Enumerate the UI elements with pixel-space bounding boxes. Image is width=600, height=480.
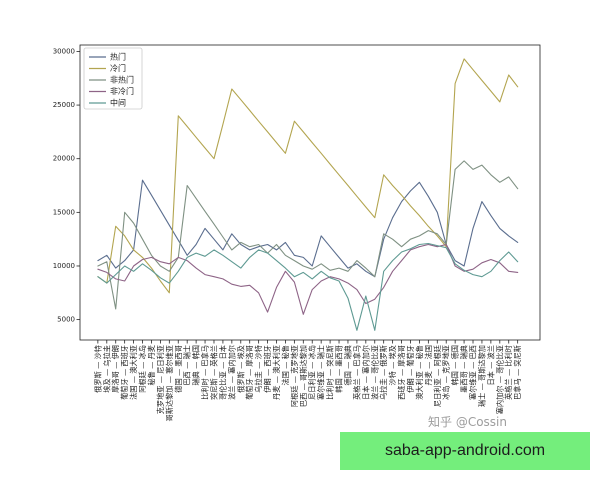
watermark-text: 知乎 @Cossin xyxy=(428,415,507,429)
legend-item: 中间 xyxy=(89,98,126,108)
x-tick-label: 德国 — 瑞典 xyxy=(344,345,353,386)
x-tick-label: 墨西哥 — 瑞典 xyxy=(460,345,469,393)
x-tick-label: 塞尔维亚 — 巴西 xyxy=(469,345,478,400)
x-tick-label: 英格兰 — 比利时 xyxy=(504,345,513,400)
banner-link-text[interactable]: saba-app-android.com xyxy=(384,442,546,459)
y-tick-label: 20000 xyxy=(53,155,75,163)
x-tick-label: 冰岛 — 克罗地亚 xyxy=(442,345,451,400)
x-tick-label: 塞内加尔 — 哥伦比亚 xyxy=(495,345,504,414)
x-tick-label: 巴拿马 — 突尼斯 xyxy=(513,345,522,400)
series-line-3 xyxy=(97,160,519,310)
x-tick-label: 阿根廷 — 克罗地亚 xyxy=(290,345,299,407)
series-line-2 xyxy=(97,58,519,294)
x-axis: 俄罗斯 — 沙特 埃及 — 乌拉圭 摩洛哥 — 伊朗 葡萄牙 — 西班牙 法国 — 澳大… xyxy=(93,340,522,421)
legend-item: 非热门 xyxy=(89,75,134,85)
x-tick-label: 伊朗 — 葡萄牙 xyxy=(406,345,415,393)
x-tick-label: 尼日利亚 — 阿根廷 xyxy=(433,345,442,407)
x-tick-label: 乌拉圭 — 俄罗斯 xyxy=(379,345,388,400)
x-tick-label: 波兰 — 哥伦比亚 xyxy=(370,345,379,400)
x-tick-label: 韩国 — 德国 xyxy=(451,345,460,386)
legend-label: 冷门 xyxy=(110,63,126,73)
x-tick-label: 瑞典 — 韩国 xyxy=(192,345,201,386)
x-tick-label: 尼日利亚 — 冰岛 xyxy=(308,345,317,400)
y-axis: 5000 10000 15000 20000 25000 30000 xyxy=(53,47,80,324)
x-tick-label: 巴西 — 瑞士 xyxy=(183,345,192,386)
x-tick-label: 韩国 — 墨西哥 xyxy=(335,345,344,393)
series-line-5 xyxy=(97,242,519,331)
x-tick-label: 克罗地亚 — 尼日利亚 xyxy=(156,345,165,414)
legend-item: 冷门 xyxy=(89,63,126,73)
x-tick-label: 丹麦 — 澳大利亚 xyxy=(272,345,281,400)
x-tick-label: 德国 — 墨西哥 xyxy=(174,345,183,393)
x-tick-label: 澳大利亚 — 秘鲁 xyxy=(415,345,424,400)
legend-item: 热门 xyxy=(89,52,126,62)
x-tick-label: 阿根廷 — 冰岛 xyxy=(138,345,147,393)
legend-label: 热门 xyxy=(110,52,126,62)
y-tick-label: 10000 xyxy=(53,262,75,270)
x-tick-label: 伊朗 — 西班牙 xyxy=(263,345,272,393)
x-tick-label: 英格兰 — 巴拿马 xyxy=(352,345,361,400)
x-tick-label: 比利时 — 巴拿马 xyxy=(201,345,210,400)
legend-label: 中间 xyxy=(110,98,126,108)
x-tick-label: 瑞士 — 哥斯达黎加 xyxy=(477,345,486,407)
x-tick-label: 法国 — 澳大利亚 xyxy=(129,345,138,400)
legend-item: 非冷门 xyxy=(89,86,134,96)
ad-banner[interactable]: saba-app-android.com xyxy=(340,432,590,470)
x-tick-label: 西班牙 — 摩洛哥 xyxy=(397,345,406,400)
x-tick-label: 葡萄牙 — 摩洛哥 xyxy=(245,345,254,400)
x-tick-label: 巴西 — 哥斯达黎加 xyxy=(299,345,308,407)
x-tick-label: 日本 — 塞内加尔 xyxy=(361,345,370,400)
x-tick-label: 日本 — 波兰 xyxy=(486,345,495,386)
y-tick-label: 15000 xyxy=(53,208,75,216)
x-tick-label: 比利时 — 突尼斯 xyxy=(326,345,335,400)
series-lines xyxy=(97,58,519,331)
x-tick-label: 秘鲁 — 丹麦 xyxy=(147,345,156,386)
legend-box xyxy=(83,47,143,110)
x-tick-label: 哥斯达黎加 — 塞尔维亚 xyxy=(165,345,174,421)
x-tick-label: 摩洛哥 — 伊朗 xyxy=(111,345,120,393)
x-tick-label: 突尼斯 — 英格兰 xyxy=(210,345,219,400)
x-tick-label: 俄罗斯 — 埃及 xyxy=(236,345,245,393)
y-tick-label: 5000 xyxy=(57,316,75,324)
legend-label: 非热门 xyxy=(110,75,134,85)
x-tick-label: 乌拉圭 — 沙特 xyxy=(254,345,263,393)
x-tick-label: 波兰 — 塞内加尔 xyxy=(227,345,236,400)
x-tick-label: 丹麦 — 法国 xyxy=(424,345,433,386)
plot-area-frame xyxy=(79,44,541,341)
y-tick-label: 25000 xyxy=(53,101,75,109)
x-tick-label: 葡萄牙 — 西班牙 xyxy=(120,345,129,400)
x-tick-label: 哥伦比亚 — 日本 xyxy=(218,345,227,400)
x-tick-label: 俄罗斯 — 沙特 xyxy=(93,345,102,393)
legend-label: 非冷门 xyxy=(110,86,134,96)
x-tick-label: 沙特 — 埃及 xyxy=(388,345,397,386)
y-tick-label: 30000 xyxy=(53,47,75,55)
series-line-4 xyxy=(97,243,519,315)
x-tick-label: 埃及 — 乌拉圭 xyxy=(102,345,111,393)
x-tick-label: 法国 — 秘鲁 xyxy=(281,345,290,386)
x-tick-label: 塞尔维亚 — 瑞士 xyxy=(317,345,326,400)
